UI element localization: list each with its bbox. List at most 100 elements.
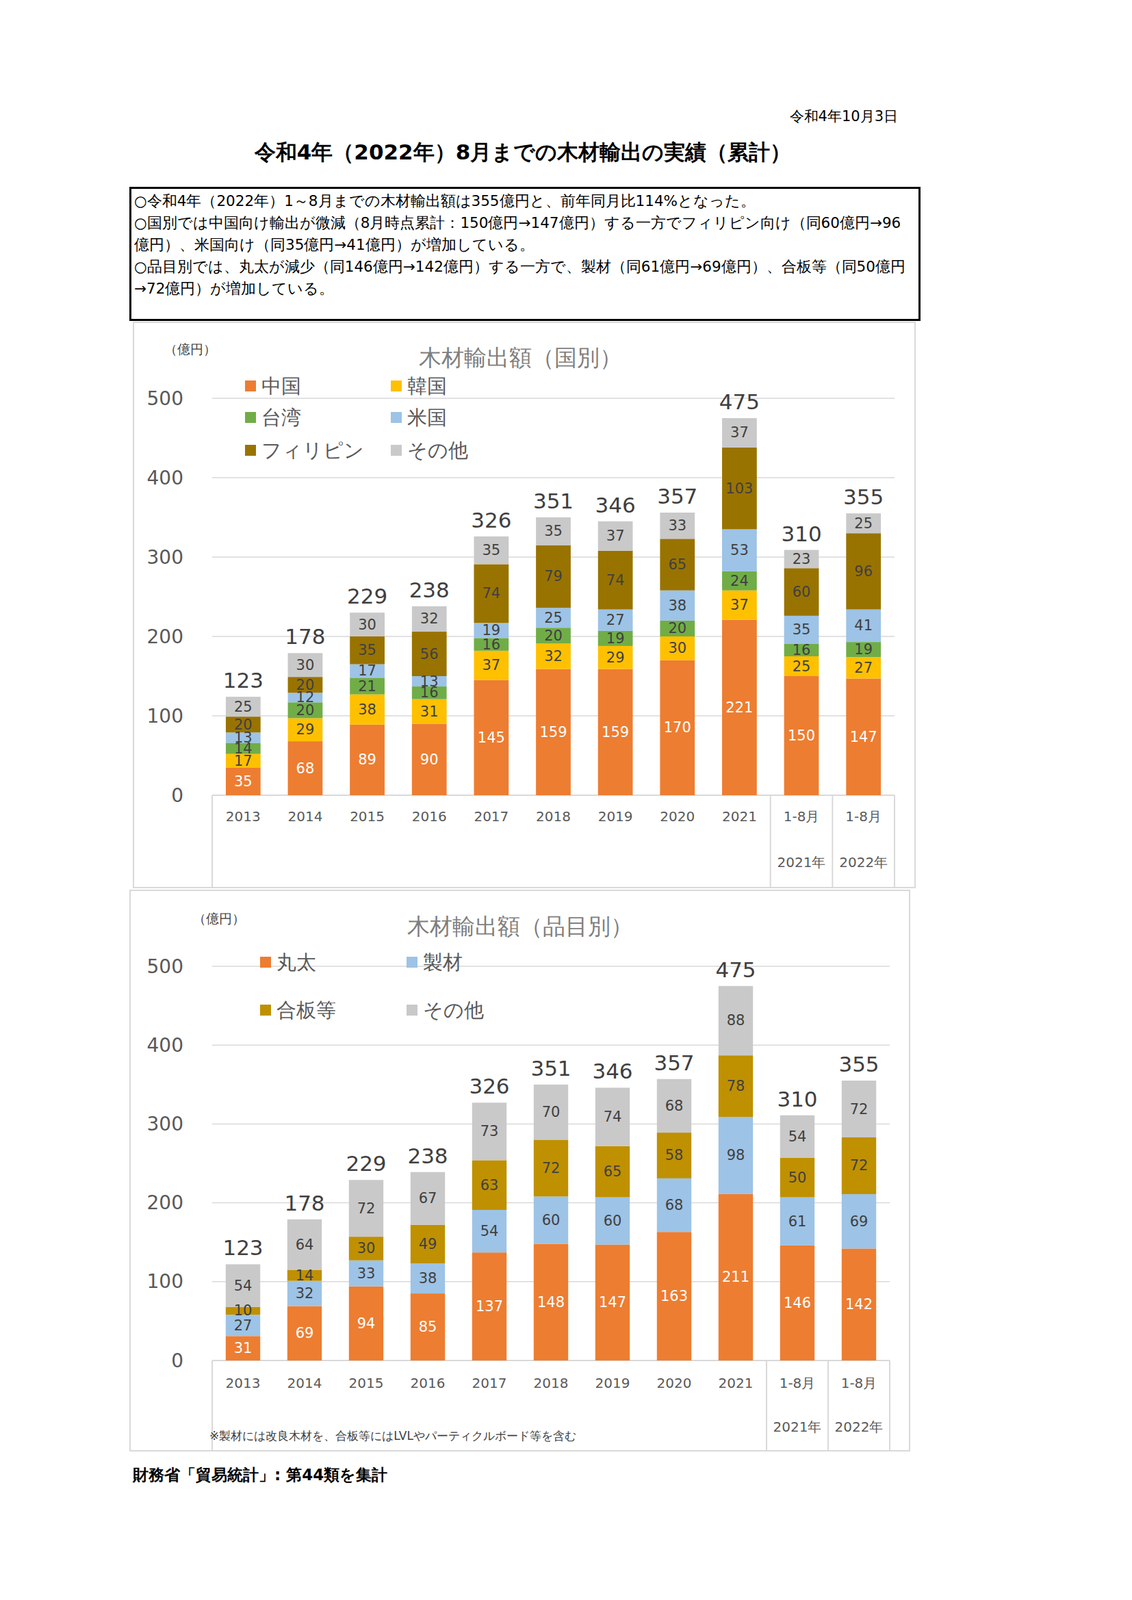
legend-swatch — [245, 380, 256, 392]
data-label: 25 — [544, 609, 563, 627]
data-label: 54 — [480, 1223, 499, 1240]
data-label: 20 — [667, 620, 687, 637]
bar-segment — [722, 418, 757, 448]
axis-separator — [831, 795, 833, 887]
data-label: 35 — [357, 641, 377, 659]
category-label: 2015 — [349, 1374, 384, 1392]
grid-line — [212, 397, 895, 400]
category-label: 2014 — [287, 1374, 323, 1392]
data-label: 27 — [234, 1317, 253, 1334]
tick-label: 400 — [147, 466, 184, 490]
data-label: 64 — [295, 1236, 315, 1254]
bar-segment — [841, 1080, 877, 1138]
axis-separator — [889, 1360, 891, 1451]
data-label: 35 — [234, 773, 253, 790]
legend-swatch — [406, 1004, 418, 1016]
category-label: 1-8月 — [845, 808, 882, 825]
data-label: 72 — [850, 1101, 869, 1118]
legend-swatch — [245, 412, 256, 423]
bar-segment — [841, 1194, 877, 1249]
bar-segment — [225, 696, 261, 717]
category-label: 2019 — [598, 808, 634, 825]
axis-separator — [765, 1360, 768, 1451]
date: 令和4年10月3日 — [789, 106, 898, 126]
bar-segment — [718, 986, 753, 1056]
bar-segment — [659, 620, 695, 637]
data-label: 88 — [726, 1012, 746, 1029]
data-label: 38 — [418, 1270, 438, 1287]
bar-segment — [473, 536, 509, 565]
data-label: 147 — [598, 1294, 627, 1311]
bar-segment — [595, 1244, 630, 1361]
data-label: 27 — [854, 659, 873, 677]
data-label: 89 — [357, 751, 377, 768]
axis-separator — [769, 795, 772, 887]
data-label: 23 — [792, 550, 812, 568]
legend-label: 丸太 — [276, 950, 317, 974]
bar-segment — [718, 1194, 753, 1361]
bar-segment — [349, 1179, 384, 1237]
total-label: 346 — [592, 1058, 633, 1084]
bar-segment — [412, 724, 447, 796]
bar-segment — [659, 590, 695, 621]
category-label: 2016 — [412, 808, 447, 825]
total-label: 326 — [468, 1073, 510, 1099]
bar-segment — [410, 1293, 445, 1361]
tick-label: 200 — [147, 1191, 184, 1215]
bar-segment — [598, 550, 634, 610]
tick-label: 500 — [147, 387, 184, 410]
total-label: 238 — [407, 1143, 448, 1169]
legend-swatch — [390, 412, 402, 423]
total-label: 310 — [776, 1086, 818, 1112]
bar-segment — [412, 699, 447, 725]
bullet: ○令和4年（2022年）1～8月までの木材輸出額は355億円と、前年同月比114… — [134, 190, 916, 213]
data-label: 33 — [357, 1265, 376, 1282]
data-label: 25 — [234, 698, 253, 716]
axis-separator — [893, 795, 896, 887]
data-label: 221 — [725, 699, 753, 716]
data-label: 37 — [481, 657, 501, 674]
category-label: 2021 — [722, 808, 757, 825]
bar-segment — [598, 521, 634, 551]
total-label: 475 — [715, 957, 756, 983]
bar-segment — [595, 1197, 630, 1245]
category-label: 2013 — [225, 1374, 261, 1392]
data-label: 85 — [418, 1318, 438, 1336]
bar-segment — [225, 1264, 261, 1307]
data-label: 41 — [854, 617, 873, 634]
data-label: 25 — [854, 515, 873, 532]
axis-separator — [827, 1360, 829, 1451]
legend-label: 米国 — [407, 405, 447, 430]
bar-segment — [845, 678, 881, 796]
data-label: 31 — [420, 703, 439, 720]
bar-segment — [410, 1263, 445, 1294]
bar-segment — [412, 606, 447, 632]
data-label: 35 — [792, 621, 812, 638]
legend-label: その他 — [422, 998, 484, 1022]
grid-line — [212, 477, 895, 479]
data-label: 19 — [606, 630, 625, 647]
data-label: 31 — [234, 1340, 253, 1357]
bar-segment — [349, 1236, 384, 1261]
bar-segment — [473, 563, 509, 623]
total-label: 178 — [284, 624, 326, 649]
chart-frame — [132, 321, 916, 889]
data-label: 24 — [730, 572, 749, 590]
category-label: 2020 — [657, 1374, 692, 1392]
data-label: 142 — [845, 1296, 873, 1313]
data-label: 19 — [854, 641, 873, 658]
data-label: 68 — [665, 1097, 684, 1115]
data-label: 96 — [854, 563, 873, 580]
total-label: 310 — [780, 521, 822, 547]
category-group-label: 2022年 — [839, 854, 888, 871]
data-label: 74 — [481, 585, 501, 602]
legend-label: その他 — [407, 438, 469, 462]
data-label: 37 — [606, 527, 625, 545]
data-label: 60 — [542, 1212, 561, 1229]
legend-label: フィリピン — [261, 438, 365, 462]
bar-segment — [535, 669, 571, 796]
data-label: 94 — [357, 1315, 376, 1332]
data-label: 13 — [420, 673, 439, 690]
data-label: 35 — [544, 522, 563, 540]
chart: 木材輸出額（品目別）（億円）01002003004005002013201420… — [147, 910, 890, 1451]
